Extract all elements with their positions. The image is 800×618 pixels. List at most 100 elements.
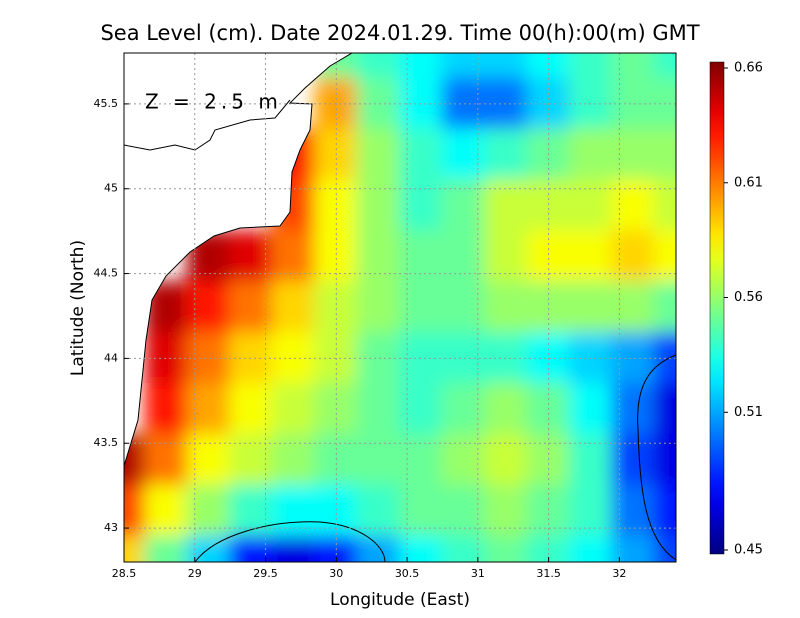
field-cell xyxy=(399,77,444,131)
x-tick-label: 29.5 xyxy=(253,567,278,580)
border-line xyxy=(124,99,291,151)
field-cell xyxy=(356,382,401,436)
y-axis-label: Latitude (North) xyxy=(68,240,88,376)
field-cell xyxy=(144,535,189,562)
x-tick-label: 29 xyxy=(188,567,202,580)
field-cell xyxy=(399,53,444,80)
colorbar-tick-label: 0.56 xyxy=(734,290,763,305)
field-cell xyxy=(441,53,486,80)
field-cell xyxy=(186,433,232,487)
x-tick-label: 30 xyxy=(329,567,343,580)
field-cell xyxy=(356,53,401,80)
field-cell xyxy=(441,382,486,436)
field-cell xyxy=(441,535,486,562)
field-cell xyxy=(399,179,444,233)
field-cell xyxy=(653,382,676,436)
field-cell xyxy=(611,382,656,436)
field-cell xyxy=(271,281,317,334)
field-cell xyxy=(483,128,529,182)
x-tick-label: 31.5 xyxy=(536,567,561,580)
colorbar-tick-label: 0.61 xyxy=(734,175,763,190)
field-cell xyxy=(568,281,614,334)
field-cell xyxy=(441,331,486,385)
field-cell xyxy=(483,230,529,284)
field-cell xyxy=(483,382,529,436)
field-cell xyxy=(611,128,656,182)
field-cell xyxy=(568,382,614,436)
field-cell xyxy=(356,281,401,334)
contour-line xyxy=(637,354,676,561)
field-cell xyxy=(186,382,232,436)
field-cell xyxy=(271,382,317,436)
field-cell xyxy=(483,179,529,233)
field-cell xyxy=(229,433,274,487)
field-cell xyxy=(568,179,614,233)
field-cell xyxy=(356,128,401,182)
field-cell xyxy=(271,535,317,562)
chart-title: Sea Level (cm). Date 2024.01.29. Time 00… xyxy=(100,21,699,45)
field-cell xyxy=(611,230,656,284)
y-tick-label: 43 xyxy=(104,521,118,534)
field-cell xyxy=(229,281,274,334)
field-cell xyxy=(399,281,444,334)
field-cell xyxy=(653,281,676,334)
field-cell xyxy=(144,433,189,487)
x-tick-label: 30.5 xyxy=(395,567,420,580)
field-cell xyxy=(568,433,614,487)
field-cell xyxy=(399,128,444,182)
field xyxy=(124,53,676,562)
field-cell xyxy=(441,128,486,182)
colorbar-tick-label: 0.45 xyxy=(734,543,763,558)
field-cell xyxy=(399,331,444,385)
field-cell xyxy=(441,433,486,487)
colorbar-tick-label: 0.66 xyxy=(734,61,763,76)
field-cell xyxy=(144,484,189,538)
x-axis-label: Longitude (East) xyxy=(330,590,470,610)
field-cell xyxy=(653,433,676,487)
field-cell xyxy=(483,53,529,80)
field-cell xyxy=(229,331,274,385)
field-cell xyxy=(568,535,614,562)
field-cell xyxy=(356,535,401,562)
field-cell xyxy=(399,433,444,487)
land xyxy=(124,53,353,467)
field-cell xyxy=(356,77,401,131)
y-tick-label: 43.5 xyxy=(94,436,119,449)
field-cell xyxy=(186,281,232,334)
field-cell xyxy=(124,535,147,562)
field-cell xyxy=(611,281,656,334)
field-cell xyxy=(568,53,614,80)
field-cell xyxy=(653,128,676,182)
field-cell xyxy=(441,230,486,284)
field-cell xyxy=(356,433,401,487)
field-cell xyxy=(271,433,317,487)
field-cell xyxy=(399,230,444,284)
y-tick-label: 45.5 xyxy=(94,97,119,110)
field-cell xyxy=(399,382,444,436)
colorbar-tick-label: 0.51 xyxy=(734,405,763,420)
field-cell xyxy=(271,230,317,284)
field-cell xyxy=(356,179,401,233)
field-cell xyxy=(568,484,614,538)
field-cell xyxy=(611,53,656,80)
field-cell xyxy=(611,77,656,131)
field-cell xyxy=(568,128,614,182)
field-cell xyxy=(229,484,274,538)
field-cell xyxy=(271,484,317,538)
x-tick-label: 32 xyxy=(612,567,626,580)
colorbar-ticks: 0.45 0.51 0.56 0.61 0.66 xyxy=(724,61,763,558)
annotation: Z = 2.5 m xyxy=(145,90,282,114)
field-cell xyxy=(526,433,571,487)
field-cell xyxy=(356,230,401,284)
y-tick-label: 45 xyxy=(104,182,118,195)
y-tick-label: 44 xyxy=(104,351,118,364)
field-cell xyxy=(399,535,444,562)
field-cell xyxy=(483,535,529,562)
field-cell xyxy=(568,230,614,284)
field-cell xyxy=(399,484,444,538)
field-cell xyxy=(229,230,274,284)
field-cell xyxy=(611,433,656,487)
field-cell xyxy=(611,535,656,562)
field-cell xyxy=(483,433,529,487)
